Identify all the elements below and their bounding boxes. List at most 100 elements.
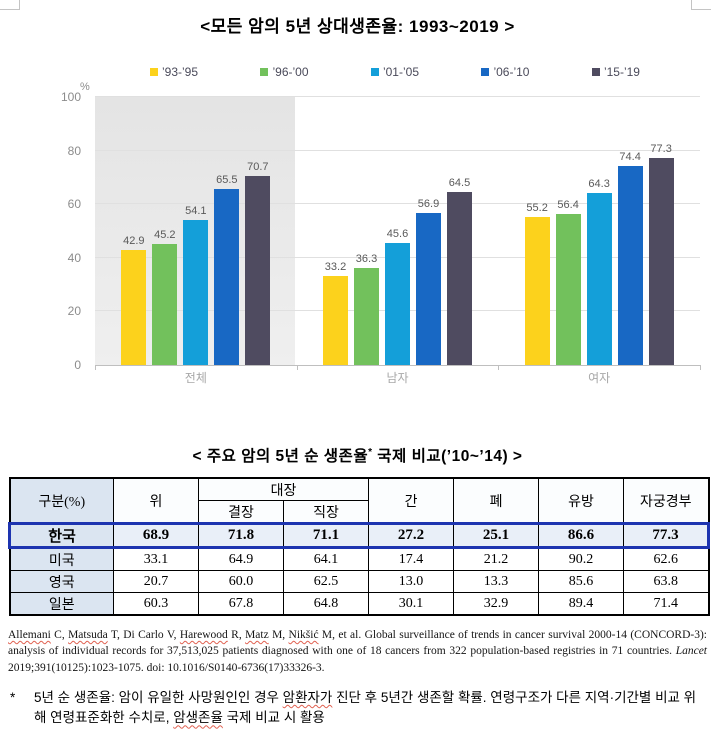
bar: 42.9 (121, 235, 147, 365)
chart-title: <모든 암의 5년 상대생존율: 1993~2019 > (200, 17, 515, 36)
spellcheck-underlined-text: Nikšić (288, 629, 319, 641)
bar-group: 33.2 36.3 45.6 56.9 64.5 (297, 97, 499, 365)
value-cell: 71.8 (198, 522, 284, 549)
legend-swatch-icon (260, 68, 269, 76)
row-label-cell: 일본 (9, 592, 114, 616)
legend-label: ’01-’05 (382, 65, 419, 79)
bar: 64.5 (446, 177, 472, 365)
chart-legend: ’93-’95 ’96-’00 ’01-’05 ’06-’10 ’15-’19 (150, 65, 640, 79)
value-cell: 62.6 (623, 547, 710, 571)
bar-value-label: 77.3 (650, 142, 672, 155)
value-cell: 86.6 (538, 522, 625, 549)
footnote-marker: * (10, 690, 16, 705)
legend-swatch-icon (591, 68, 600, 76)
bar-value-label: 56.9 (417, 197, 440, 210)
value-cell: 33.1 (113, 547, 199, 571)
table-column-header: 유방 (538, 477, 625, 524)
legend-item: ’93-’95 (150, 65, 198, 79)
value-cell: 13.0 (368, 570, 455, 593)
value-cell: 17.4 (368, 547, 455, 571)
table-header-row: 구분(%) 위 대장 간 폐 유방 자궁경부 (9, 477, 710, 524)
spellcheck-underlined-text: Matz (245, 629, 269, 641)
y-axis: 0 20 40 60 80 100 (30, 90, 88, 372)
value-cell: 60.0 (198, 570, 284, 593)
x-axis-tick (95, 365, 96, 370)
legend-label: ’96-’00 (272, 65, 309, 79)
value-cell: 64.8 (282, 592, 370, 616)
value-cell: 63.8 (623, 570, 710, 593)
value-cell: 13.3 (453, 570, 540, 593)
table-row: 미국 33.1 64.9 64.1 17.4 21.2 90.2 62.6 (9, 547, 710, 571)
x-category-label: 남자 (386, 371, 409, 385)
y-axis-unit-label: % (80, 81, 90, 93)
legend-item: ’15-’19 (591, 65, 640, 79)
value-cell: 32.9 (453, 592, 540, 616)
bar: 45.2 (152, 229, 178, 365)
text-segment: R, (227, 629, 246, 641)
value-cell: 21.2 (453, 547, 540, 571)
bar: 36.3 (353, 253, 379, 365)
text-segment: 2019;391(10125):1023-1075. doi: 10.1016/… (8, 661, 325, 674)
spellcheck-underlined-text: 암환자가 (282, 690, 333, 705)
footnote-text: 5년 순 생존율: 암이 유일한 사망원인인 경우 암환자가 진단 후 5년간 … (34, 688, 707, 729)
x-axis-tick (296, 365, 298, 370)
legend-swatch-icon (150, 68, 158, 76)
bar-value-label: 54.1 (185, 205, 207, 218)
value-cell: 68.9 (113, 522, 199, 549)
value-cell: 62.5 (282, 570, 370, 593)
legend-label: ’93-’95 (162, 65, 199, 79)
text-segment: 국제 비교 시 활용 (222, 710, 325, 726)
table-subcolumn-header: 직장 (282, 500, 370, 524)
row-label-cell: 미국 (9, 547, 114, 571)
bar: 77.3 (648, 143, 674, 365)
gridline (95, 96, 700, 97)
bar-group: 55.2 56.4 64.3 74.4 77.3 (498, 97, 700, 365)
journal-name: Lancet (675, 645, 707, 658)
y-axis-tick-label: 20 (67, 304, 81, 319)
y-axis-tick-label: 0 (74, 358, 81, 372)
table-column-header: 폐 (453, 477, 540, 524)
table-row: 일본 60.3 67.8 64.8 30.1 32.9 89.4 71.4 (9, 592, 710, 616)
value-cell: 89.4 (538, 592, 625, 616)
bar-value-label: 36.3 (355, 252, 378, 265)
x-category-label: 전체 (184, 371, 207, 385)
table-group-header: 대장 (197, 477, 370, 501)
bar: 56.4 (555, 199, 581, 365)
bar-value-label: 64.3 (588, 177, 610, 190)
bar-value-label: 74.4 (619, 150, 641, 163)
bar: 56.9 (415, 198, 441, 365)
footnote: * 5년 순 생존율: 암이 유일한 사망원인인 경우 암환자가 진단 후 5년… (10, 688, 707, 729)
bar: 70.7 (245, 161, 271, 365)
bar-value-label: 42.9 (123, 235, 145, 248)
legend-swatch-icon (481, 68, 490, 76)
value-cell: 64.1 (282, 547, 370, 571)
y-axis-tick-label: 80 (67, 143, 81, 158)
legend-label: ’15-’19 (603, 65, 640, 79)
spellcheck-underlined-text: Harewood (179, 629, 228, 641)
value-cell: 77.3 (623, 522, 711, 549)
table-subcolumn-header: 결장 (198, 500, 284, 524)
spellcheck-underlined-text: Allemani (8, 629, 51, 641)
citation-text: Allemani C, Matsuda T, Di Carlo V, Harew… (8, 627, 707, 676)
bar-value-label: 45.6 (386, 227, 409, 240)
value-cell: 71.1 (282, 522, 370, 549)
value-cell: 20.7 (113, 570, 199, 593)
legend-swatch-icon (370, 68, 379, 76)
text-segment: M, (268, 629, 289, 641)
page-corner-mark-right (691, 0, 711, 10)
value-cell: 60.3 (113, 592, 199, 616)
plot-area: 42.9 45.2 54.1 65.5 70.7 33.2 36.3 45.6 56.9 64.5… (95, 96, 701, 370)
y-axis-tick-label: 60 (67, 197, 81, 212)
table-title-text: < 주요 암의 5년 순 생존율 (192, 448, 369, 465)
bar-value-label: 70.7 (247, 160, 269, 173)
text-segment: M, et al. Global surveillance of trends … (8, 629, 707, 658)
gridline (95, 149, 700, 151)
value-cell: 30.1 (368, 592, 455, 616)
text-segment: 진단 후 5년간 생존할 확률. 연령구조가 다른 지역·기간별 비교 위해 연… (34, 690, 697, 726)
legend-label: ’06-’10 (493, 65, 530, 79)
bar-value-label: 64.5 (448, 177, 471, 190)
table-row: 한국 68.9 71.8 71.1 27.2 25.1 86.6 77.3 (8, 522, 711, 549)
bar: 33.2 (322, 261, 348, 365)
table-column-header: 자궁경부 (623, 477, 710, 524)
